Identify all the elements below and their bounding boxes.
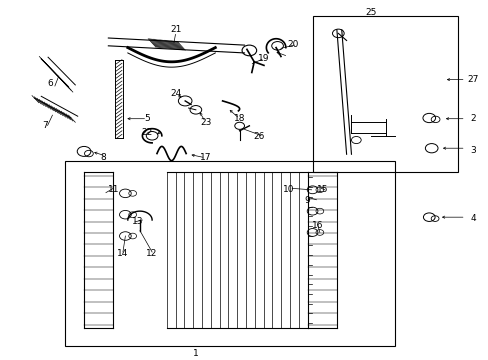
Text: 23: 23 xyxy=(200,118,211,127)
Text: 1: 1 xyxy=(193,349,198,358)
Text: 9: 9 xyxy=(304,196,310,205)
Text: 13: 13 xyxy=(131,217,143,226)
Text: 16: 16 xyxy=(311,221,323,230)
Text: 26: 26 xyxy=(253,132,264,141)
Bar xyxy=(312,15,458,172)
Text: 20: 20 xyxy=(287,40,298,49)
Bar xyxy=(64,161,394,346)
Text: 3: 3 xyxy=(469,146,475,155)
Text: 24: 24 xyxy=(170,89,182,98)
Text: 4: 4 xyxy=(469,214,475,223)
Text: 14: 14 xyxy=(117,249,128,258)
Text: 22: 22 xyxy=(142,129,153,138)
Text: 18: 18 xyxy=(233,114,245,123)
Text: 19: 19 xyxy=(258,54,269,63)
Text: 7: 7 xyxy=(42,121,48,130)
Text: 10: 10 xyxy=(282,185,293,194)
Text: 5: 5 xyxy=(144,114,150,123)
Text: 21: 21 xyxy=(170,25,182,34)
Text: 2: 2 xyxy=(469,114,475,123)
Text: 15: 15 xyxy=(316,185,327,194)
Text: 6: 6 xyxy=(47,78,53,87)
Text: 27: 27 xyxy=(467,75,478,84)
Text: 11: 11 xyxy=(107,185,119,194)
Text: 12: 12 xyxy=(146,249,158,258)
Text: 25: 25 xyxy=(365,8,376,17)
Text: 17: 17 xyxy=(200,153,211,162)
Text: 8: 8 xyxy=(101,153,106,162)
